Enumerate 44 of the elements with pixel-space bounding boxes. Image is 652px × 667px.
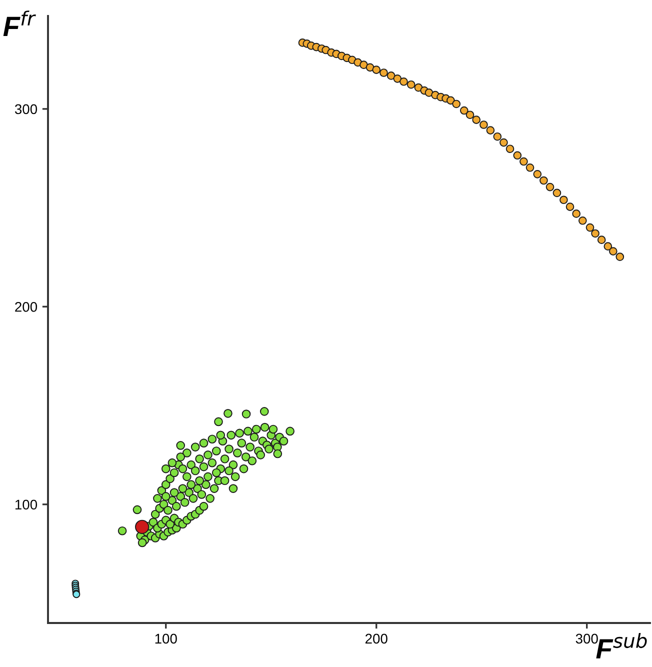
- point: [546, 182, 554, 192]
- point: [472, 116, 481, 124]
- point: [460, 106, 468, 115]
- point: [526, 163, 534, 172]
- y-axis-title: F$^{fr}$: [3, 10, 36, 36]
- point: [591, 229, 600, 238]
- x-tick-label: 200: [365, 634, 388, 644]
- point: [393, 74, 402, 83]
- point: [372, 66, 381, 74]
- point: [466, 110, 474, 120]
- point: [560, 196, 568, 204]
- point: [486, 126, 495, 134]
- point: [406, 80, 416, 89]
- point: [400, 77, 408, 86]
- y-tick-label: 200: [15, 302, 38, 312]
- point: [386, 72, 396, 80]
- point: [586, 223, 594, 232]
- point: [513, 151, 522, 160]
- point: [609, 247, 618, 256]
- point: [597, 236, 606, 244]
- point: [480, 120, 488, 129]
- x-tick-label: 100: [155, 634, 177, 644]
- point: [604, 242, 612, 251]
- point: [424, 88, 434, 97]
- point: [552, 188, 562, 198]
- point: [135, 520, 150, 534]
- point: [533, 170, 542, 178]
- point: [578, 216, 587, 225]
- point: [446, 96, 455, 105]
- y-tick-label: 300: [14, 104, 38, 114]
- point: [493, 132, 502, 141]
- point: [452, 100, 461, 108]
- point: [500, 138, 508, 147]
- y-tick-label: 100: [15, 500, 38, 510]
- point: [380, 68, 388, 77]
- point: [366, 63, 374, 72]
- point: [616, 252, 624, 261]
- point: [572, 210, 580, 218]
- point: [566, 202, 574, 211]
- point: [360, 60, 368, 69]
- point: [520, 157, 528, 166]
- point: [506, 144, 514, 154]
- x-tick-label: 300: [576, 634, 598, 644]
- point: [540, 176, 548, 185]
